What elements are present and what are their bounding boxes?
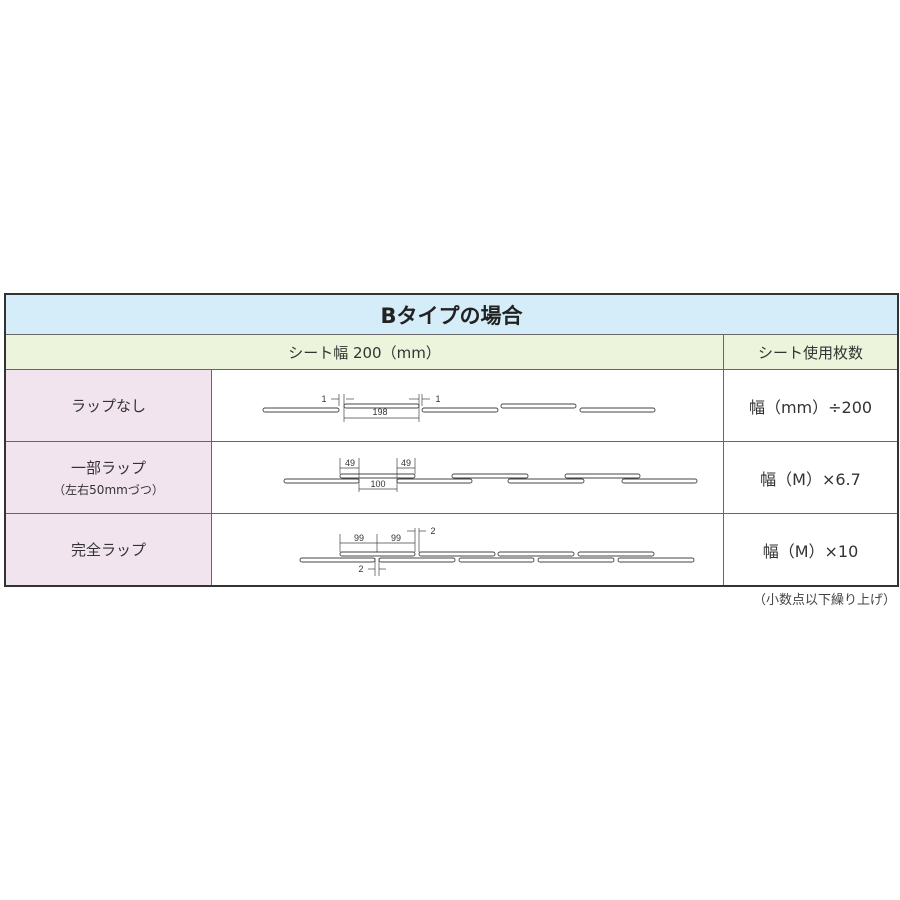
sheet [579, 407, 656, 413]
dimension-label: 198 [372, 407, 387, 417]
sheet [418, 551, 496, 557]
table-row: 完全ラップ 99 99 2 2 幅（M）×10 [6, 514, 897, 585]
table-title: Bタイプの場合 [6, 295, 897, 335]
diagram-partial-lap: 49 49 100 [212, 442, 724, 513]
row-formula: 幅（mm）÷200 [748, 397, 873, 417]
sheet [621, 478, 698, 484]
footnote: （小数点以下繰り上げ） [752, 593, 896, 608]
dimension-label: 99 [391, 533, 401, 543]
dimension-label: 99 [354, 533, 364, 543]
dimension-label: 1 [435, 394, 440, 404]
dimension-label: 2 [358, 564, 363, 574]
sheet [262, 407, 340, 413]
header-row: シート幅 200（mm） シート使用枚数 [6, 335, 897, 370]
row-formula: 幅（M）×10 [762, 541, 859, 561]
table-row: ラップなし 1 198 1 幅（mm）÷200 [6, 370, 897, 442]
sheet-usage-table: Bタイプの場合 シート幅 200（mm） シート使用枚数 ラップなし 1 198 1… [4, 293, 899, 587]
dimension-label: 2 [430, 526, 435, 536]
sheet [339, 551, 416, 557]
table-row: 一部ラップ （左右50mmづつ） 49 49 100 幅（M）×6.7 [6, 442, 897, 514]
sheet [421, 407, 499, 413]
sheet [339, 473, 416, 479]
sheet [564, 473, 641, 479]
sheet [537, 557, 615, 563]
sheet [299, 557, 376, 563]
row-label: 一部ラップ （左右50mmづつ） [6, 442, 212, 513]
row-label-text: 一部ラップ [70, 459, 146, 477]
row-label: 完全ラップ [6, 514, 212, 585]
dimension-label: 1 [321, 394, 326, 404]
diagram-full-lap: 99 99 2 2 [212, 514, 724, 585]
sheet [283, 478, 360, 484]
row-label-text: 完全ラップ [70, 541, 146, 559]
sheet [497, 551, 575, 557]
row-sublabel: （左右50mmづつ） [53, 483, 164, 497]
dimension-label: 49 [401, 458, 411, 468]
sheet [577, 551, 655, 557]
sheet [617, 557, 695, 563]
sheet [507, 478, 585, 484]
sheet [500, 403, 577, 409]
sheet [396, 478, 473, 484]
diagram-no-lap: 1 198 1 [212, 370, 724, 441]
dimension-label: 49 [345, 458, 355, 468]
sheet [458, 557, 535, 563]
sheet [378, 557, 456, 563]
sheet [451, 473, 529, 479]
row-label: ラップなし [6, 370, 212, 441]
header-sheet-count: シート使用枚数 [757, 343, 863, 362]
row-formula: 幅（M）×6.7 [760, 469, 861, 489]
row-label-text: ラップなし [70, 397, 146, 415]
header-sheet-width: シート幅 200（mm） [6, 335, 724, 369]
dimension-label: 100 [370, 479, 385, 489]
